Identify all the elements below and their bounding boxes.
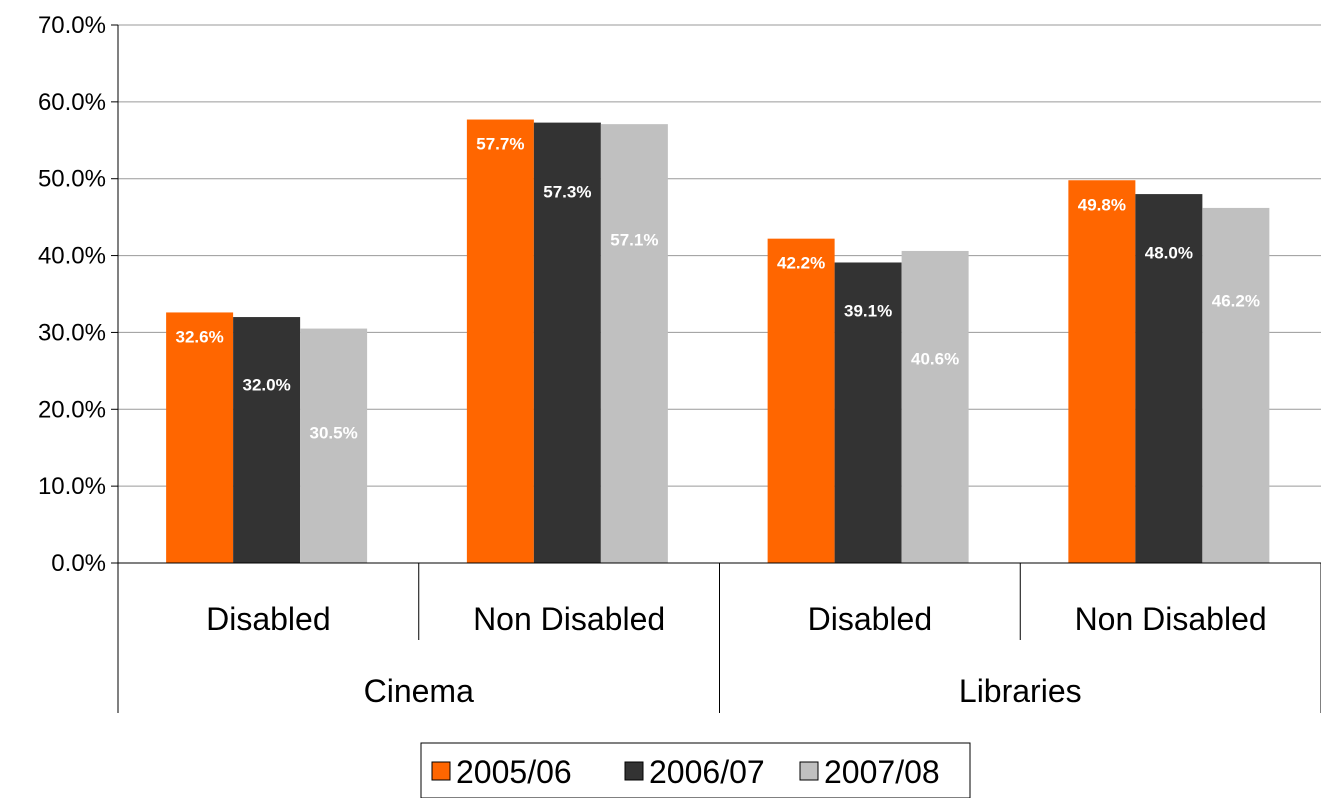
y-tick-label: 40.0% (38, 243, 106, 270)
data-label: 40.6% (911, 350, 959, 369)
category-label: Non Disabled (473, 601, 665, 637)
legend-swatch (431, 761, 451, 781)
bar (767, 238, 835, 564)
y-tick-label: 70.0% (38, 12, 106, 39)
bar (600, 124, 668, 563)
bar (901, 250, 969, 563)
data-label: 57.1% (610, 231, 658, 250)
data-label: 49.8% (1078, 195, 1126, 214)
y-tick-label: 30.0% (38, 319, 106, 346)
data-label: 57.7% (476, 135, 524, 154)
category-label: Disabled (808, 601, 933, 637)
data-label: 57.3% (543, 183, 591, 202)
legend-swatch (624, 761, 644, 781)
data-label: 32.6% (176, 327, 224, 346)
category-label: Disabled (206, 601, 331, 637)
group-label: Libraries (959, 673, 1082, 709)
bar (1202, 207, 1270, 564)
category-labels: Disabled Non Disabled Disabled Non Disabled… (206, 601, 1267, 709)
data-label: 48.0% (1145, 243, 1193, 262)
y-tick-label: 50.0% (38, 166, 106, 193)
legend-label: 2005/06 (456, 754, 572, 790)
bar (834, 262, 902, 563)
data-label: 46.2% (1212, 291, 1260, 310)
bar (466, 119, 534, 563)
y-axis-ticks: 0.0% 10.0% 20.0% 30.0% 40.0% 50.0% 60.0% 70.0% (38, 12, 118, 577)
data-label: 42.2% (777, 254, 825, 273)
group-label: Cinema (364, 673, 474, 709)
bar (166, 312, 234, 563)
data-labels: 32.6% 57.7% 42.2% 49.8% 32.0% 57.3% 39.1% 48.0%… (176, 135, 1260, 443)
legend-frame (420, 742, 971, 798)
bar (1068, 180, 1136, 563)
bars (166, 119, 1270, 564)
legend-label: 2007/08 (824, 754, 940, 790)
y-tick-label: 10.0% (38, 473, 106, 500)
y-tick-label: 20.0% (38, 396, 106, 423)
data-label: 30.5% (310, 423, 358, 442)
category-label: Non Disabled (1075, 601, 1267, 637)
y-tick-label: 0.0% (51, 550, 106, 577)
legend-label: 2006/07 (649, 754, 765, 790)
y-tick-label: 60.0% (38, 89, 106, 116)
bar (1135, 194, 1203, 564)
axes (117, 25, 1321, 713)
legend: 2005/06 2006/07 2007/08 (420, 742, 971, 798)
bar (300, 328, 368, 563)
bar (233, 317, 301, 563)
legend-swatch (799, 761, 819, 781)
bar (533, 122, 601, 563)
data-label: 32.0% (243, 375, 291, 394)
data-label: 39.1% (844, 302, 892, 321)
